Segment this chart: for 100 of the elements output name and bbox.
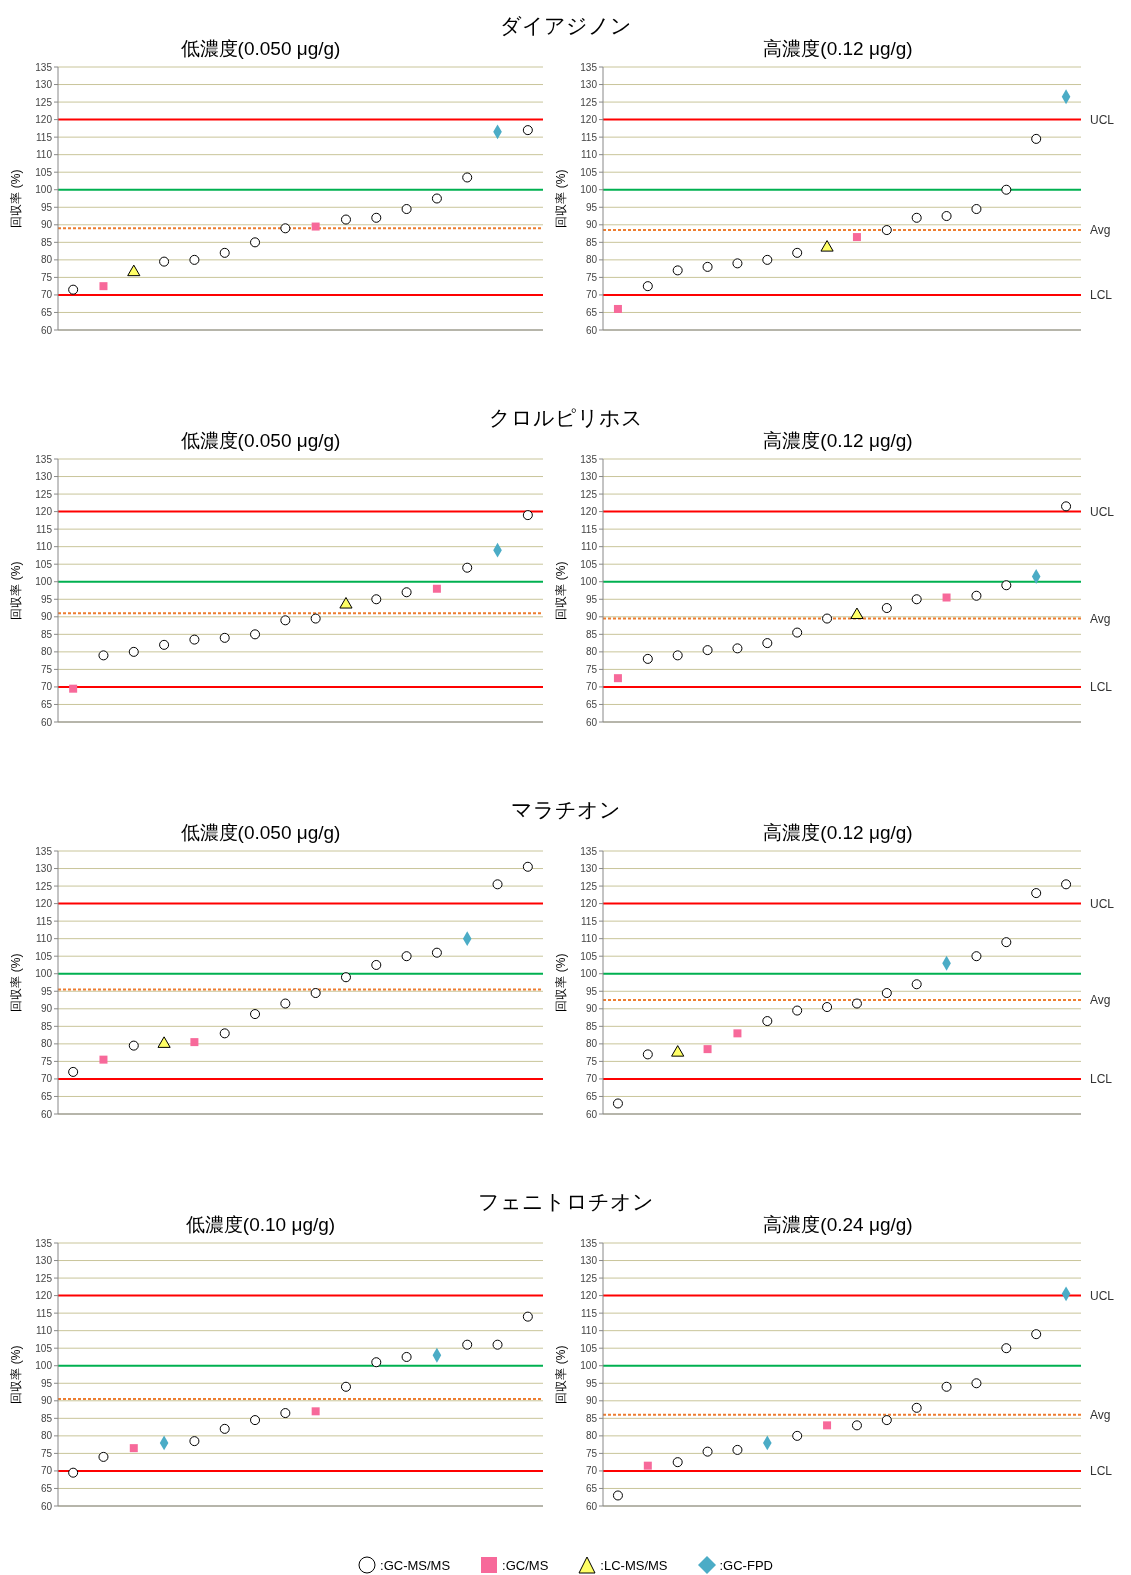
y-tick-label: 100 [580,184,598,196]
point [1061,501,1072,512]
point [159,256,170,267]
point [492,879,503,890]
y-tick-label: 80 [585,1430,598,1442]
point [98,1451,109,1462]
y-tick-label: 70 [585,1073,598,1085]
point [339,597,353,609]
point [792,1005,803,1016]
point [642,281,653,292]
ref-line-label: UCL [1090,1288,1115,1303]
y-tick-label: 125 [580,880,598,892]
point [462,562,473,573]
y-axis-title: 回収率 (%) [9,953,24,1012]
ref-line-label: LCL [1090,288,1113,303]
point [672,265,683,276]
y-tick-label: 135 [35,845,53,857]
y-tick-label: 105 [580,950,598,962]
point [127,264,141,277]
point [762,638,773,649]
point [822,613,833,624]
point [732,1444,743,1455]
y-axis-title: 回収率 (%) [554,1345,569,1404]
y-tick-label: 100 [580,968,598,980]
point [971,1378,982,1389]
point [1001,184,1012,195]
y-tick-label: 70 [40,1465,53,1477]
y-tick-label: 65 [40,307,53,319]
y-tick-label: 70 [40,289,53,301]
point [98,650,109,661]
y-tick-label: 65 [40,1091,53,1103]
point [68,284,79,295]
y-tick-label: 105 [35,166,53,178]
point [911,979,922,990]
y-tick-label: 125 [35,488,53,500]
y-tick-label: 95 [585,593,598,605]
point [613,674,622,683]
point [1001,1343,1012,1354]
y-axis-title: 回収率 (%) [9,169,24,228]
y-tick-label: 80 [40,1430,53,1442]
point [431,193,442,204]
point [311,1407,320,1416]
y-tick-label: 110 [36,541,53,553]
ref-line-label: Avg [1090,993,1111,1008]
y-tick-label: 105 [35,1342,53,1354]
point [881,603,892,614]
point [128,646,139,657]
ref-line-label: UCL [1090,112,1115,127]
y-tick-label: 85 [40,628,53,640]
point [911,1402,922,1413]
y-tick-label: 65 [40,1483,53,1495]
y-tick-label: 80 [585,646,598,658]
point [911,594,922,605]
point [942,593,951,602]
point [280,223,291,234]
y-tick-label: 65 [585,699,598,711]
chart-subtitle: 低濃度(0.10 μg/g) [184,1213,337,1237]
y-tick-label: 105 [35,558,53,570]
y-tick-label: 85 [40,236,53,248]
y-tick-label: 85 [585,1412,598,1424]
y-tick-label: 80 [585,254,598,266]
ref-line-label: UCL [1090,504,1115,519]
y-tick-label: 60 [585,1108,598,1120]
y-tick-label: 125 [35,96,53,108]
y-tick-label: 80 [40,254,53,266]
chart-title: マラチオン [510,798,621,821]
y-tick-label: 105 [580,166,598,178]
y-tick-label: 95 [40,985,53,997]
y-tick-label: 125 [580,96,598,108]
y-tick-label: 135 [580,1237,598,1249]
point [432,584,441,593]
point [250,237,261,248]
y-tick-label: 80 [40,1038,53,1050]
y-tick-label: 130 [580,79,598,91]
y-tick-label: 135 [580,61,598,73]
y-tick-label: 130 [35,79,53,91]
chart-subtitle: 低濃度(0.050 μg/g) [179,821,342,845]
y-tick-label: 100 [580,576,598,588]
y-tick-label: 130 [580,1255,598,1267]
y-tick-label: 95 [40,593,53,605]
y-tick-label: 135 [35,1237,53,1249]
y-tick-label: 75 [40,1447,53,1459]
point [189,1436,200,1447]
chart-subtitle: 高濃度(0.12 μg/g) [762,821,914,845]
point [881,988,892,999]
y-tick-label: 65 [585,1483,598,1495]
y-tick-label: 115 [581,523,598,535]
point [157,1036,171,1048]
y-tick-label: 120 [580,1290,598,1302]
point [820,240,834,252]
ref-line-label: LCL [1090,1072,1113,1087]
point [702,645,713,656]
y-tick-label: 120 [580,898,598,910]
y-tick-label: 130 [35,863,53,875]
point [851,1420,862,1431]
y-tick-label: 110 [36,933,53,945]
point [219,1423,230,1434]
point [1031,1329,1042,1340]
y-tick-label: 60 [585,716,598,728]
point [852,233,861,242]
